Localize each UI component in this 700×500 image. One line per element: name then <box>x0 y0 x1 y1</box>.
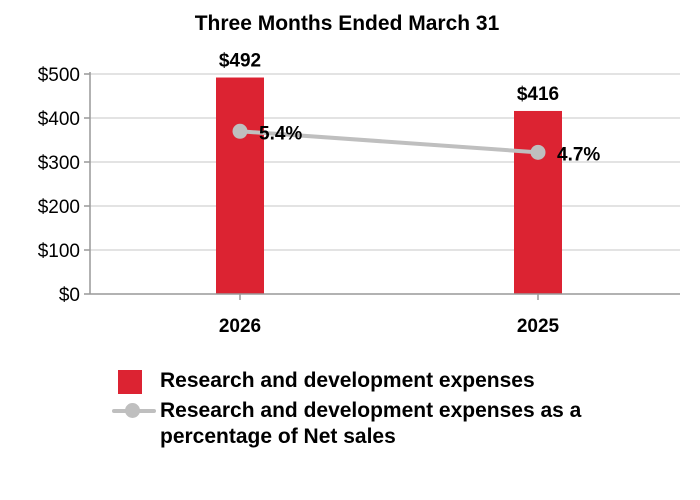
line-point <box>232 123 248 139</box>
legend-bar-swatch <box>112 368 156 396</box>
y-tick-label: $400 <box>38 109 80 130</box>
chart-title: Three Months Ended March 31 <box>195 12 500 35</box>
y-tick-label: $100 <box>38 241 80 262</box>
y-tick-label: $300 <box>38 153 80 174</box>
y-tick-label: $200 <box>38 197 80 218</box>
y-axis: $0 $100 $200 $300 $400 $500 <box>38 65 91 306</box>
bar <box>216 77 264 295</box>
bar <box>514 110 562 295</box>
legend-item-line: Research and development expenses as a p… <box>112 398 672 450</box>
bar-data-label: $492 <box>219 51 261 72</box>
x-tick-label: 2026 <box>219 316 261 337</box>
gridlines <box>90 73 680 251</box>
line-point <box>530 144 546 160</box>
x-axis: 2026 2025 <box>90 293 680 337</box>
legend-line-label: Research and development expenses as a p… <box>160 399 582 448</box>
y-tick-label: $0 <box>59 285 80 306</box>
chart: Three Months Ended March 31 $0 $100 $200 $3… <box>38 12 680 337</box>
legend-item-bar: Research and development expenses <box>112 368 672 396</box>
x-tick-label: 2025 <box>517 316 560 337</box>
legend-line-swatch <box>112 398 156 426</box>
legend: Research and development expenses Resear… <box>112 368 672 452</box>
y-tick-label: $500 <box>38 65 80 86</box>
legend-bar-label: Research and development expenses <box>160 369 535 392</box>
line-data-label: 4.7% <box>557 144 600 165</box>
series-line <box>239 129 539 155</box>
bar-series: $492 $416 <box>216 51 562 295</box>
line-series: 5.4% 4.7% <box>232 123 600 165</box>
bar-data-label: $416 <box>517 84 559 105</box>
line-data-label: 5.4% <box>259 123 302 144</box>
